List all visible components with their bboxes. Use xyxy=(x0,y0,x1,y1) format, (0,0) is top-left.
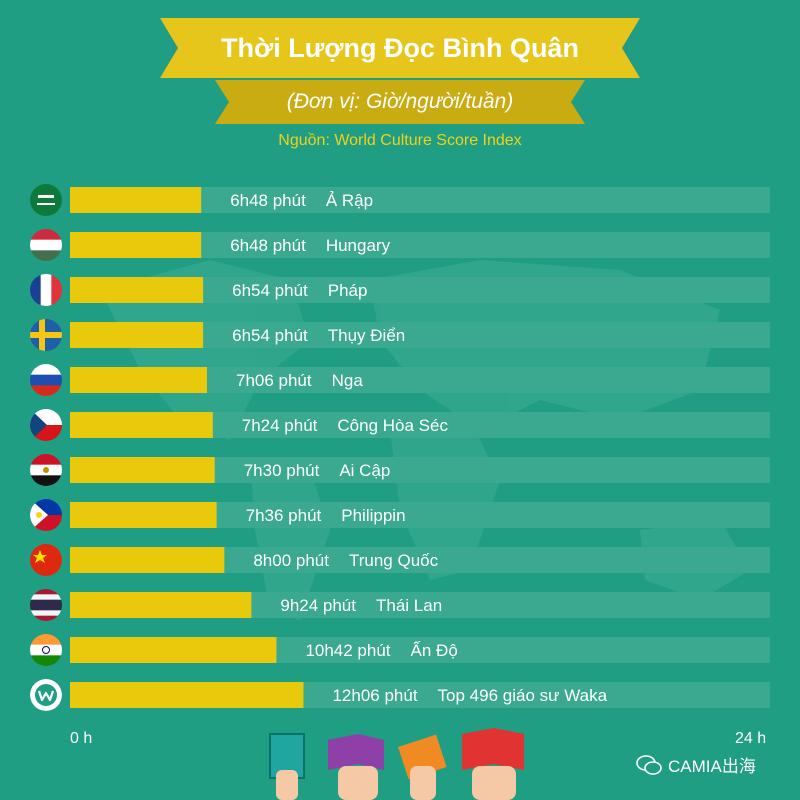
category-label: Công Hòa Séc xyxy=(337,416,448,435)
bar-value-label: 6h54 phút xyxy=(232,326,308,345)
category-label: Thái Lan xyxy=(376,596,442,615)
category-label: Ả Rập xyxy=(326,191,373,210)
subtitle-ribbon xyxy=(215,80,585,124)
flag-india-icon xyxy=(30,634,62,666)
bar-value-label: 9h24 phút xyxy=(280,596,356,615)
flag-czech-icon xyxy=(30,409,62,441)
x-axis-max-label: 24 h xyxy=(735,730,767,747)
bar-value-label: 10h42 phút xyxy=(305,641,390,660)
category-label: Trung Quốc xyxy=(349,551,439,570)
category-label: Nga xyxy=(332,371,364,390)
bar xyxy=(70,502,217,528)
bar xyxy=(70,457,215,483)
bar xyxy=(70,232,202,258)
chart-row: 7h06 phút Nga xyxy=(30,364,770,396)
category-label: Top 496 giáo sư Waka xyxy=(438,686,608,705)
chart-row: 6h48 phút Ả Rập xyxy=(30,184,770,216)
chart-row: 6h48 phút Hungary xyxy=(30,229,770,261)
bar-value-label: 7h06 phút xyxy=(236,371,312,390)
bar xyxy=(70,682,304,708)
bar-value-label: 7h24 phút xyxy=(242,416,318,435)
bar xyxy=(70,367,207,393)
bar-value-label: 7h36 phút xyxy=(246,506,322,525)
flag-france-icon xyxy=(30,274,62,306)
chart-title: Thời Lượng Đọc Bình Quân xyxy=(221,33,579,63)
flag-thailand-icon xyxy=(30,589,62,621)
bar-value-label: 6h48 phút xyxy=(230,236,306,255)
category-label: Ấn Độ xyxy=(411,641,458,660)
bar xyxy=(70,277,204,303)
flag-china-icon xyxy=(30,544,62,576)
bar xyxy=(70,412,213,438)
flag-saudi-arabia-icon xyxy=(30,184,62,216)
category-label: Pháp xyxy=(328,281,368,300)
bar xyxy=(70,592,252,618)
flag-egypt-icon xyxy=(30,454,62,486)
category-label: Philippin xyxy=(341,506,405,525)
title-ribbon xyxy=(160,18,640,78)
category-label: Ai Cập xyxy=(339,461,390,480)
chart-row: 6h54 phút Thụy Điển xyxy=(30,319,770,351)
bar-value-label: 6h48 phút xyxy=(230,191,306,210)
flag-philippines-icon xyxy=(30,499,62,531)
flag-russia-icon xyxy=(30,364,62,396)
bar-value-label: 12h06 phút xyxy=(332,686,417,705)
chart-row: 9h24 phút Thái Lan xyxy=(30,589,770,621)
chart-row: 7h36 phút Philippin xyxy=(30,499,770,531)
bar-value-label: 8h00 phút xyxy=(253,551,329,570)
bar xyxy=(70,322,204,348)
source-note: Nguồn: World Culture Score Index xyxy=(278,132,522,149)
watermark-text: CAMIA出海 xyxy=(668,757,756,776)
bar xyxy=(70,637,277,663)
chart-subtitle: (Đơn vị: Giờ/người/tuần) xyxy=(286,90,514,113)
chart-row: 6h54 phút Pháp xyxy=(30,274,770,306)
chart-row: 7h24 phút Công Hòa Séc xyxy=(30,409,770,441)
flag-hungary-icon xyxy=(30,229,62,261)
waka-logo-icon xyxy=(30,679,62,711)
chart-row: 7h30 phút Ai Cập xyxy=(30,454,770,486)
bar xyxy=(70,187,202,213)
category-label: Thụy Điển xyxy=(328,326,405,345)
watermark: CAMIA出海 xyxy=(636,752,756,777)
bar-value-label: 6h54 phút xyxy=(232,281,308,300)
chart-row: 10h42 phút Ấn Độ xyxy=(30,634,770,666)
bar xyxy=(70,547,225,573)
chart-row: 12h06 phút Top 496 giáo sư Waka xyxy=(30,679,770,711)
flag-sweden-icon xyxy=(30,319,62,351)
bar-value-label: 7h30 phút xyxy=(244,461,320,480)
wechat-icon xyxy=(636,754,662,775)
books-illustration xyxy=(269,728,524,800)
x-axis-min-label: 0 h xyxy=(70,730,93,747)
chart-row: 8h00 phút Trung Quốc xyxy=(30,544,770,576)
category-label: Hungary xyxy=(326,236,391,255)
